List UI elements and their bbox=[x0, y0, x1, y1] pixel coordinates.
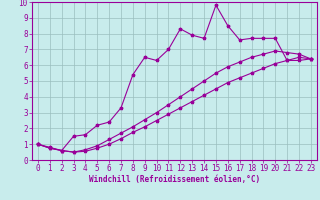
X-axis label: Windchill (Refroidissement éolien,°C): Windchill (Refroidissement éolien,°C) bbox=[89, 175, 260, 184]
